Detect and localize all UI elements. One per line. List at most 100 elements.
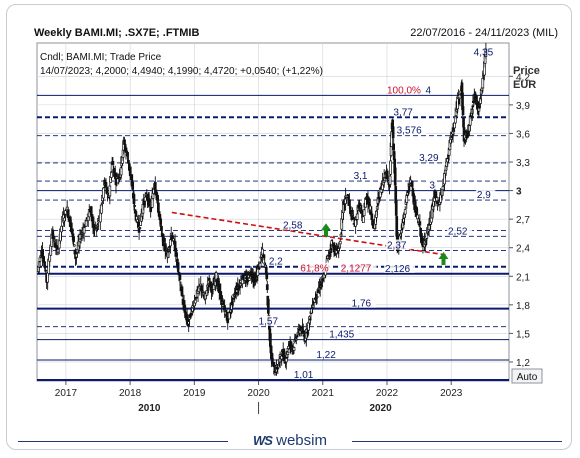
level-label: 2,126 (385, 264, 410, 275)
level-label-bg (395, 124, 427, 135)
candle-body (99, 204, 103, 214)
level-label: 3,576 (397, 126, 422, 137)
level-label: 1,01 (294, 370, 314, 381)
candle-body (231, 297, 235, 300)
signal-arrows (320, 223, 449, 265)
auto-scale-button[interactable] (511, 368, 543, 384)
candle-body (441, 186, 445, 191)
y-axis: 1,2 1,5 1,8 2,1 2,4 2,7 3 3,3 3,6 3,9 4,2 (509, 72, 530, 369)
candle-body (284, 358, 288, 363)
candle-body (470, 108, 474, 114)
level-label: 3 (429, 181, 435, 192)
plot-area (36, 42, 510, 382)
candle-body (355, 213, 359, 220)
level-label-bg (350, 297, 376, 308)
candle-body (207, 277, 211, 281)
level-label-bg (328, 328, 360, 339)
level-label: 2,2 (269, 257, 283, 268)
candle-body (474, 94, 478, 99)
candle-body (286, 351, 290, 355)
candle-body (266, 298, 270, 314)
candle-body (484, 48, 488, 57)
candle-body (354, 217, 357, 227)
candle-body (435, 197, 439, 202)
candle-body (462, 117, 465, 128)
level-label: 3,77 (393, 107, 413, 118)
candle-body (110, 171, 113, 178)
level-label-bg (475, 189, 496, 200)
candle-body (180, 286, 184, 297)
footer-divider-left (18, 441, 228, 442)
level-label: 1,435 (329, 330, 354, 341)
candle-body (143, 196, 147, 202)
candle-body (256, 266, 260, 276)
candle-body (82, 227, 86, 234)
candle-body (128, 166, 132, 177)
legend-line-1: Cndl; BAMI.MI; Trade Price (40, 52, 162, 63)
candle-body (133, 205, 136, 207)
fib-label-bg (339, 262, 377, 273)
y-tick-label: 3,3 (516, 158, 530, 169)
level-label: 1,57 (259, 317, 279, 328)
x-tick-label: 2018 (119, 388, 142, 399)
candle-body (403, 209, 407, 215)
candle-body (418, 221, 422, 226)
candle-body (132, 194, 136, 204)
level-label: 3,1 (354, 171, 368, 182)
x-tick-label: 2017 (55, 388, 78, 399)
candle-body (201, 290, 205, 293)
candle-body (368, 205, 372, 211)
x-tick-label: 2021 (312, 388, 335, 399)
fib-label: 100,0% (387, 85, 421, 96)
y-tick-label: 2,7 (516, 215, 530, 226)
y-tick-label: 1,8 (516, 301, 530, 312)
candle-body (238, 285, 242, 288)
candle-body (111, 161, 115, 165)
brand-name: websim (276, 432, 327, 449)
candle-body (276, 367, 280, 370)
candle-body (292, 347, 296, 351)
candle-body (174, 247, 178, 257)
y-tick-label: 1,2 (516, 358, 530, 369)
candle-body (157, 202, 160, 213)
level-label-bg (384, 262, 416, 273)
y-tick-label: 3,9 (516, 101, 530, 112)
candle-body (290, 344, 294, 347)
currency-axis-label: EUR (513, 79, 536, 91)
candle-body (119, 167, 123, 176)
y-tick-label: 4,2 (516, 72, 530, 83)
candle-body (348, 206, 352, 209)
candle-body (84, 220, 88, 227)
candle-body (362, 216, 365, 224)
candle-body (296, 332, 300, 335)
level-label-bg (385, 239, 412, 250)
chart-title: Weekly BAMI.MI; .SX7E; .FTMIB (34, 27, 200, 39)
last-price-label: 4,35 (474, 47, 494, 58)
candle-body (427, 224, 431, 230)
level-label: 3,29 (419, 153, 439, 164)
candle-body (458, 94, 462, 99)
candle-body (104, 182, 108, 188)
level-label-bg (446, 225, 473, 236)
candle-body (220, 295, 223, 305)
y-tick-label: 1,5 (516, 329, 530, 340)
level-label-bg (392, 106, 418, 117)
candle-body (94, 228, 98, 237)
level-label-bg (424, 84, 433, 95)
candle-body (315, 296, 319, 298)
candle-body (176, 262, 180, 270)
candle-body (393, 167, 397, 186)
fib-label: 2,1277 (341, 263, 372, 274)
x-decade-label: 2010 (138, 403, 161, 414)
candle-body (461, 106, 465, 116)
candle-body (138, 227, 142, 229)
candle-body (265, 284, 269, 291)
candle-body (392, 143, 396, 151)
legend-line-2: 14/07/2023; 4,2000; 4,4940; 4,1990; 4,47… (40, 66, 323, 77)
auto-scale-label: Auto (517, 372, 538, 383)
candle-body (477, 107, 481, 112)
level-label-bg (281, 219, 308, 230)
candle-body (241, 279, 244, 285)
level-label-bg (315, 349, 341, 360)
